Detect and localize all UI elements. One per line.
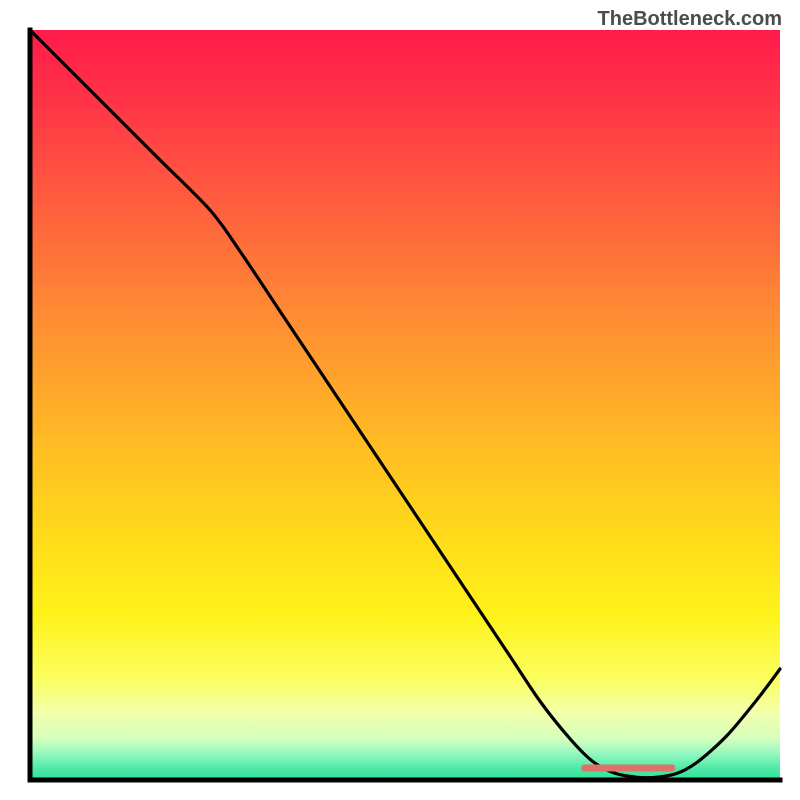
bottleneck-chart bbox=[0, 0, 800, 800]
optimal-range-marker bbox=[581, 765, 675, 772]
watermark-text: TheBottleneck.com bbox=[598, 8, 782, 31]
chart-container: TheBottleneck.com bbox=[0, 0, 800, 800]
